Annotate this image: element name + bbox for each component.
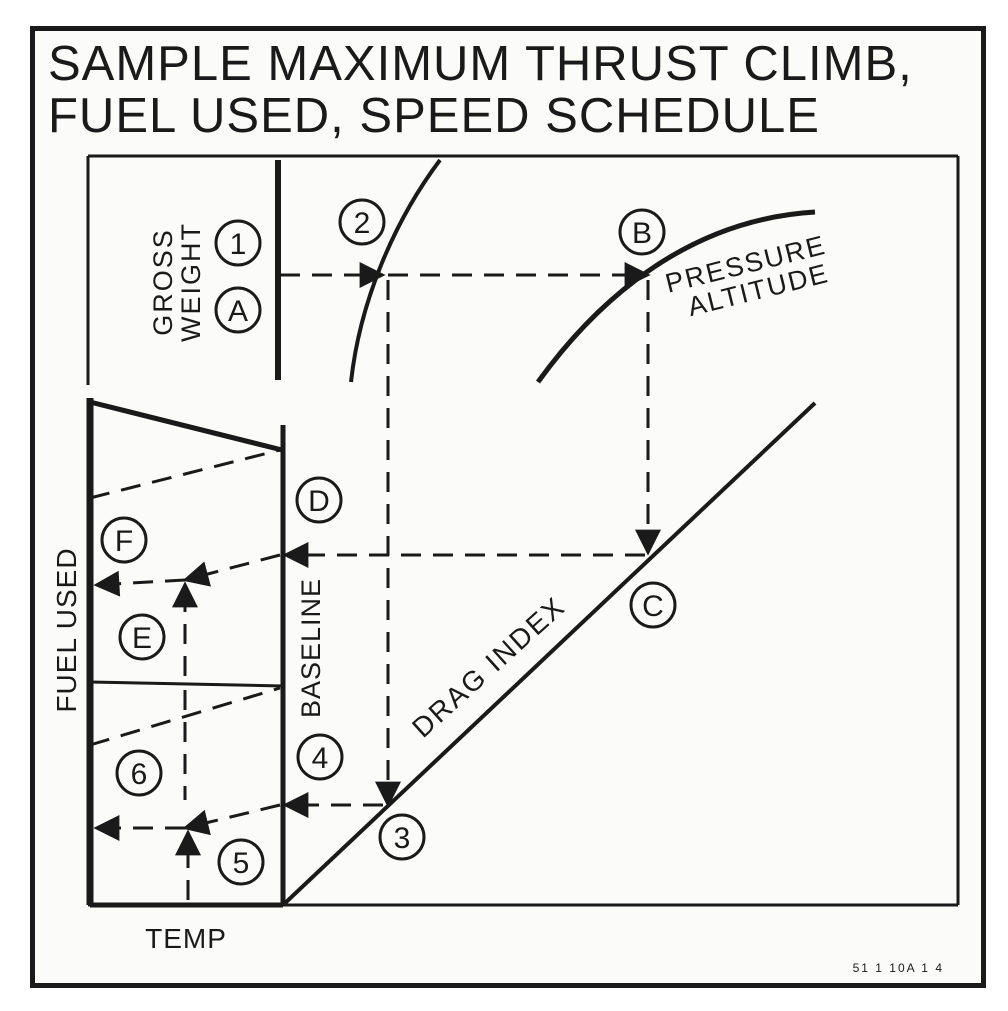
temp-label: TEMP (145, 923, 227, 954)
marker-C: C (629, 581, 677, 629)
marker-1: 1 (214, 219, 262, 267)
gross-weight-curve (349, 158, 442, 383)
gross-weight-label: GROSS WEIGHT (148, 222, 206, 342)
title-line-2: FUEL USED, SPEED SCHEDULE (48, 89, 820, 143)
marker-B: B (618, 208, 666, 256)
svg-text:D: D (308, 485, 330, 518)
marker-E: E (118, 613, 166, 661)
svg-text:5: 5 (233, 847, 250, 880)
fuel-used-panel (86, 398, 286, 908)
marker-5: 5 (217, 838, 265, 886)
marker-D: D (295, 476, 343, 524)
drag-index-label: DRAG INDEX (406, 590, 571, 743)
drag-index-line (281, 401, 817, 907)
marker-3: 3 (378, 813, 426, 861)
baseline-label: BASELINE (296, 578, 326, 718)
title-line-1: SAMPLE MAXIMUM THRUST CLIMB, (48, 37, 913, 91)
marker-A: A (214, 286, 262, 334)
svg-text:C: C (642, 590, 664, 623)
svg-text:WEIGHT: WEIGHT (176, 222, 206, 342)
svg-text:3: 3 (394, 822, 411, 855)
svg-text:1: 1 (230, 228, 247, 261)
svg-text:E: E (132, 622, 152, 655)
svg-text:F: F (115, 525, 133, 558)
figure-code: 51 1 10A 1 4 (853, 961, 944, 975)
marker-2: 2 (338, 198, 386, 246)
diagram-title: SAMPLE MAXIMUM THRUST CLIMB, FUEL USED, … (48, 38, 948, 142)
marker-4: 4 (296, 733, 344, 781)
svg-text:GROSS: GROSS (148, 228, 178, 336)
svg-text:2: 2 (354, 207, 371, 240)
fuel-used-label: FUEL USED (51, 547, 82, 712)
marker-6: 6 (115, 749, 163, 797)
guide-lines (89, 262, 661, 900)
svg-text:4: 4 (312, 742, 329, 775)
svg-text:6: 6 (131, 758, 148, 791)
marker-F: F (100, 516, 148, 564)
svg-text:B: B (632, 217, 652, 250)
svg-text:A: A (228, 295, 248, 328)
